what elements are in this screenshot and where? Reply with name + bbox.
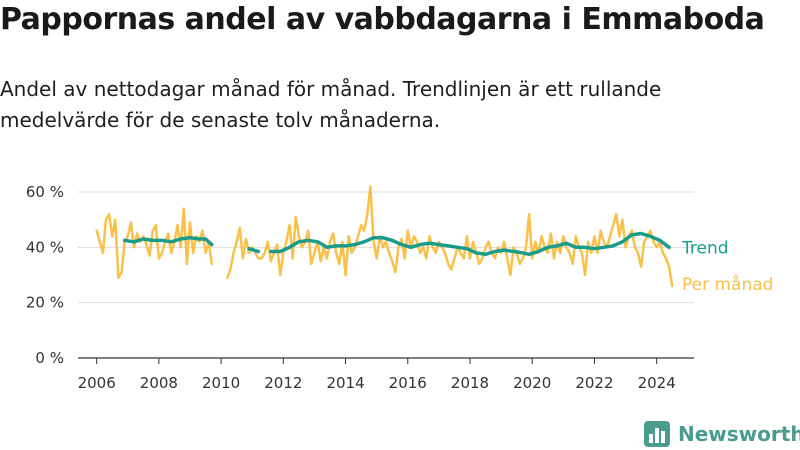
- x-tick-label: 2008: [140, 374, 178, 392]
- y-tick-label: 60 %: [26, 183, 64, 201]
- x-tick-label: 2022: [575, 374, 613, 392]
- x-tick-label: 2012: [264, 374, 302, 392]
- legend: Trend Per månad: [681, 238, 773, 295]
- trend-series-line: [122, 235, 214, 247]
- x-tick-label: 2014: [326, 374, 364, 392]
- legend-label-per-manad: Per månad: [682, 274, 773, 295]
- chart-title: Pappornas andel av vabbdagarna i Emmabod…: [0, 2, 765, 37]
- y-tick-label: 20 %: [26, 294, 64, 312]
- series-lines: [95, 185, 674, 288]
- y-axis-ticks: 0 % 20 % 40 % 60 %: [26, 183, 64, 367]
- newsworthy-logo: Newsworthy: [644, 420, 800, 448]
- chart-subtitle: Andel av nettodagar månad för månad. Tre…: [0, 77, 662, 132]
- monthly-series-line: [95, 207, 214, 280]
- x-tick-label: 2018: [451, 374, 489, 392]
- trend-series-line: [247, 246, 261, 254]
- trend-series-line: [269, 231, 671, 257]
- x-tick-label: 2016: [389, 374, 427, 392]
- y-tick-label: 0 %: [35, 349, 64, 367]
- grid-lines: [78, 191, 694, 359]
- x-tick-label: 2010: [202, 374, 240, 392]
- x-axis-ticks: 2006 2008 2010 2012 2014 2016 2018 2020 2022 2024: [78, 358, 676, 392]
- monthly-series-line: [226, 185, 674, 288]
- x-tick-label: 2020: [513, 374, 551, 392]
- y-tick-label: 40 %: [26, 238, 64, 256]
- bar-chart-logo-icon: [644, 421, 670, 447]
- x-tick-label: 2006: [78, 374, 116, 392]
- legend-label-trend: Trend: [681, 238, 729, 258]
- brand-name: Newsworthy: [678, 422, 800, 446]
- x-tick-label: 2024: [638, 374, 676, 392]
